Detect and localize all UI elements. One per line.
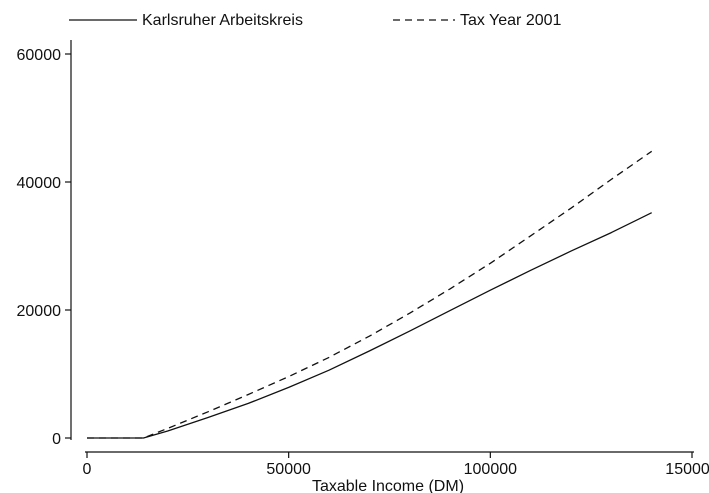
series-line-karlsruher: [87, 212, 652, 439]
y-tick-label: 40000: [17, 175, 62, 192]
y-tick-label: 0: [52, 431, 61, 448]
legend-label-karlsruher: Karlsruher Arbeitskreis: [142, 12, 303, 29]
series-line-tax-year-2001: [87, 150, 653, 439]
series-layer: [87, 150, 653, 439]
x-tick-label: 150000: [665, 461, 709, 478]
x-tick-label: 50000: [266, 461, 311, 478]
x-axis-title: Taxable Income (DM): [312, 478, 464, 493]
legend-label-tax-year-2001: Tax Year 2001: [460, 12, 562, 29]
x-tick-label: 100000: [464, 461, 517, 478]
x-tick-label: 0: [83, 461, 92, 478]
y-tick-label: 60000: [17, 47, 62, 64]
legend: Karlsruher Arbeitskreis Tax Year 2001: [69, 12, 562, 29]
y-tick-label: 20000: [17, 303, 62, 320]
axes: 0 20000 40000 60000 0 50000 100000 150000: [17, 40, 709, 478]
